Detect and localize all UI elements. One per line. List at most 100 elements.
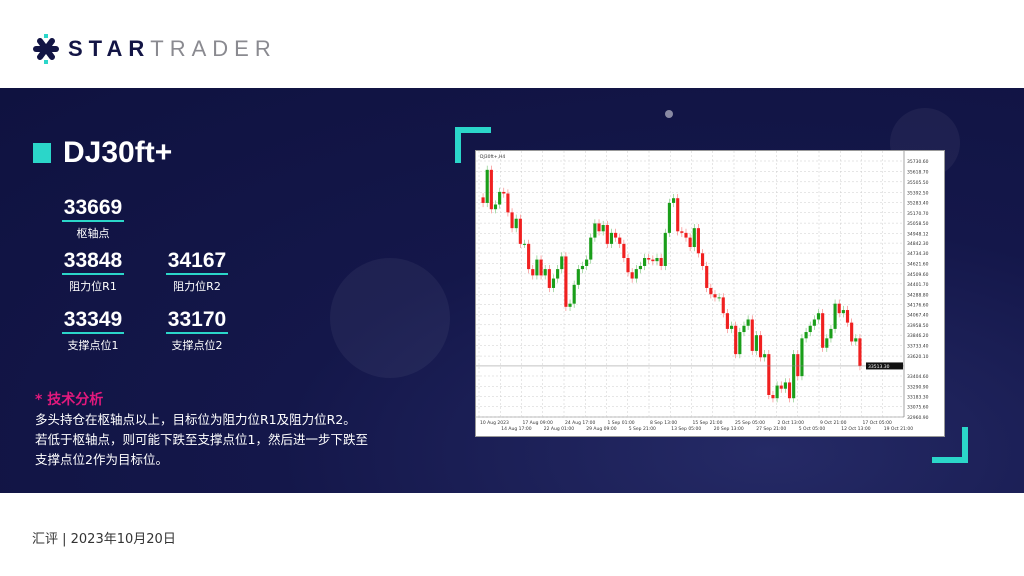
s2-label: 支撑点位2 <box>171 339 223 352</box>
x-tick-label: 17 Aug 09:00 <box>523 420 553 426</box>
candle-body <box>630 272 634 279</box>
y-tick-label: 33075.60 <box>907 404 929 410</box>
y-tick-label: 35618.70 <box>907 169 929 175</box>
r2-label: 阻力位R2 <box>173 280 221 293</box>
candle-body <box>614 232 618 238</box>
candle-body <box>498 191 502 205</box>
candle-body <box>585 259 589 266</box>
candle-body <box>812 319 816 326</box>
y-tick-label: 34067.40 <box>907 313 929 319</box>
candle-body <box>560 256 564 270</box>
candle-body <box>850 322 854 342</box>
r1-level: 33848 阻力位R1 <box>58 249 128 294</box>
current-price-tag <box>866 362 903 370</box>
candle-body <box>808 325 812 333</box>
y-tick-label: 33733.40 <box>907 344 929 350</box>
candle-body <box>696 228 700 254</box>
s1-label: 支撑点位1 <box>67 339 119 352</box>
analysis-heading: * 技术分析 <box>35 392 104 408</box>
y-tick-label: 34401.70 <box>907 282 929 288</box>
candle-body <box>854 338 858 342</box>
x-tick-label: 5 Oct 05:00 <box>799 426 826 432</box>
technical-analysis: * 技术分析 多头持仓在枢轴点以上，目标位为阻力位R1及阻力位R2。 若低于枢轴… <box>35 390 415 470</box>
candle-body <box>580 265 585 270</box>
candle-body <box>742 325 746 333</box>
candle-body <box>746 319 750 326</box>
title-marker <box>33 143 51 163</box>
candle-body <box>601 225 605 232</box>
candle-body <box>667 202 671 233</box>
x-tick-label: 14 Aug 17:00 <box>501 426 531 432</box>
x-tick-label: 2 Oct 13:00 <box>778 420 805 426</box>
decorative-dot <box>665 110 673 118</box>
y-tick-label: 33183.30 <box>907 394 929 400</box>
y-tick-label: 33958.50 <box>907 323 929 329</box>
x-tick-label: 29 Aug 09:00 <box>586 426 616 432</box>
candle-body <box>796 354 800 377</box>
candle-body <box>539 259 543 276</box>
r2-level: 34167 阻力位R2 <box>162 249 232 294</box>
candle-body <box>763 354 767 358</box>
candle-body <box>564 256 568 307</box>
pivot-label: 枢轴点 <box>76 227 110 240</box>
candle-body <box>651 259 655 262</box>
candle-body <box>841 310 845 314</box>
candle-body <box>568 303 572 307</box>
r2-value: 34167 <box>165 249 229 275</box>
candle-body <box>663 232 667 266</box>
x-tick-label: 27 Sep 21:00 <box>756 426 786 432</box>
x-tick-label: 22 Aug 01:00 <box>544 426 574 432</box>
x-tick-label: 15 Sep 21:00 <box>693 420 723 426</box>
candle-body <box>535 259 539 276</box>
x-tick-label: 9 Oct 21:00 <box>820 420 847 426</box>
y-tick-label: 32960.90 <box>907 415 929 421</box>
candle-body <box>783 382 787 389</box>
x-tick-label: 10 Aug 2023 <box>480 420 509 426</box>
candle-body <box>527 243 531 270</box>
candle-body <box>729 325 734 329</box>
candle-body <box>643 258 647 266</box>
candle-body <box>713 294 717 298</box>
candle-body <box>547 269 551 288</box>
candle-body <box>485 169 489 203</box>
candle-body <box>489 169 493 210</box>
corner-bracket-top-left <box>455 127 491 163</box>
candle-body <box>804 332 808 339</box>
y-tick-label: 35058.50 <box>907 221 929 227</box>
y-tick-label: 34621.60 <box>907 262 929 268</box>
r1-label: 阻力位R1 <box>69 280 117 293</box>
s1-level: 33349 支撑点位1 <box>58 308 128 353</box>
candle-body <box>709 287 713 295</box>
candle-body <box>837 303 841 314</box>
candle-body <box>618 237 622 244</box>
candle-body <box>692 228 696 248</box>
candle-body <box>717 297 721 299</box>
decorative-circle <box>330 258 450 378</box>
instrument-name: DJ30ft+ <box>63 136 173 169</box>
candle-body <box>493 204 498 210</box>
analysis-line: 若低于枢轴点，则可能下跌至支撑点位1，然后进一步下跌至 <box>35 432 368 447</box>
y-tick-label: 33846.20 <box>907 333 929 339</box>
candle-body <box>775 385 779 399</box>
candle-body <box>626 258 630 273</box>
candle-body <box>758 335 763 358</box>
candle-body <box>634 269 638 279</box>
candle-body <box>514 218 518 229</box>
x-tick-label: 20 Sep 13:00 <box>714 426 744 432</box>
y-tick-label: 34288.80 <box>907 292 929 298</box>
s2-value: 33170 <box>165 308 229 334</box>
brand-name-light: TRADER <box>150 36 277 61</box>
candle-body <box>593 223 597 238</box>
candle-body <box>858 338 862 367</box>
pivot-level: 33669 枢轴点 <box>58 196 128 241</box>
price-chart: 35730.60 35618.70 35505.50 35392.50 35283.40… <box>475 150 945 437</box>
y-tick-label: 33620.10 <box>907 354 929 360</box>
x-tick-label: 12 Oct 13:00 <box>841 426 870 432</box>
candle-body <box>672 198 676 203</box>
candle-body <box>647 258 651 260</box>
footer-date: 汇评 | 2023年10月20日 <box>32 532 176 547</box>
candle-body <box>659 258 663 266</box>
candle-body <box>833 303 837 329</box>
candle-body <box>502 191 506 194</box>
candle-body <box>771 394 775 399</box>
